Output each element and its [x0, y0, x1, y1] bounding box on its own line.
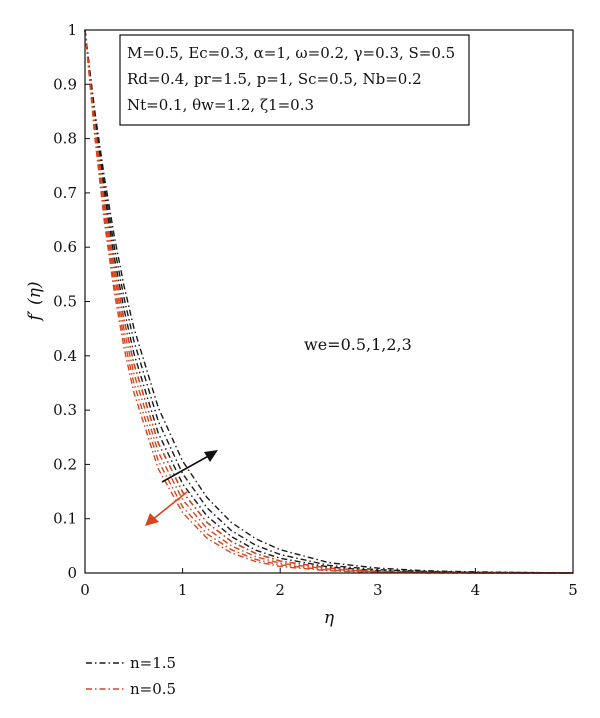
x-tick-label: 3 — [373, 581, 383, 599]
parameter-box-frame — [119, 34, 470, 126]
parameter-line-3: Nt=0.1, θw=1.2, ζ1=0.3 — [127, 96, 314, 114]
x-tick-label: 4 — [471, 581, 481, 599]
y-tick-label: 0.1 — [53, 510, 77, 528]
y-tick-label: 0.6 — [53, 238, 77, 256]
legend-item-n0.5: n=0.5 — [86, 680, 176, 698]
we-annotation: we=0.5,1,2,3 — [304, 335, 412, 354]
parameter-line-1: M=0.5, Ec=0.3, α=1, ω=0.2, γ=0.3, S=0.5 — [127, 44, 455, 62]
x-axis-label: η — [324, 608, 335, 628]
x-tick-label: 0 — [80, 581, 90, 599]
x-tick-label: 5 — [568, 581, 578, 599]
parameter-box: M=0.5, Ec=0.3, α=1, ω=0.2, γ=0.3, S=0.5 … — [119, 34, 470, 126]
y-tick-label: 1 — [67, 21, 77, 39]
arrow-n1.5 — [161, 453, 213, 483]
arrow-n1.5-head — [204, 450, 218, 462]
y-tick-label: 0.8 — [53, 130, 77, 148]
direction-arrows — [145, 450, 218, 526]
ticks-layer: 0 1 2 3 4 5 0 0.1 0.2 0.3 0.4 0.5 0.6 0.7 0.8 0.9 1 — [53, 21, 578, 599]
x-tick-label: 2 — [275, 581, 285, 599]
y-tick-label: 0.4 — [53, 347, 77, 365]
y-tick-label: 0.9 — [53, 75, 77, 93]
y-tick-label: 0.7 — [53, 184, 77, 202]
y-tick-label: 0 — [67, 564, 77, 582]
legend-label-n0.5: n=0.5 — [130, 680, 176, 698]
y-tick-label: 0.2 — [53, 455, 77, 473]
legend-label-n1.5: n=1.5 — [130, 654, 176, 672]
arrow-n0.5 — [151, 491, 188, 521]
arrow-n0.5-head — [145, 513, 159, 526]
y-axis-label: f′ (η) — [25, 281, 45, 322]
legend: n=1.5 n=0.5 — [86, 654, 176, 698]
y-tick-label: 0.3 — [53, 401, 77, 419]
series-line-n=1.5-we-0.5 — [84, 29, 574, 574]
y-tick-label: 0.5 — [53, 293, 77, 311]
x-tick-label: 1 — [178, 581, 188, 599]
parameter-line-2: Rd=0.4, pr=1.5, p=1, Sc=0.5, Nb=0.2 — [127, 70, 422, 88]
legend-item-n1.5: n=1.5 — [86, 654, 176, 672]
series-line-n=0.5-we-0.5 — [84, 29, 573, 574]
